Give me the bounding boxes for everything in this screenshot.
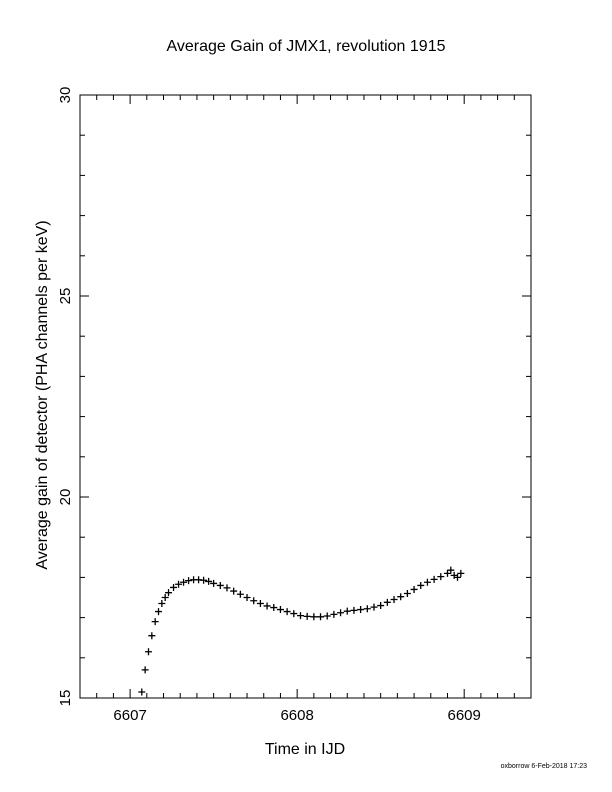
data-point [165,589,173,597]
data-point [283,608,291,616]
data-point [270,604,278,612]
data-point [437,573,445,581]
data-point [423,578,431,586]
data-point [377,602,385,610]
y-tick-label: 20 [57,489,74,506]
chart-title: Average Gain of JMX1, revolution 1915 [167,38,446,55]
data-point [256,600,264,608]
data-point [370,603,378,611]
data-point [161,594,169,601]
data-point [303,612,311,620]
data-point [250,597,258,605]
data-point [144,648,152,656]
data-point [185,577,193,585]
data-point [343,607,351,615]
data-point [403,589,411,597]
data-point [148,632,156,640]
data-point [158,600,166,608]
data-point [205,577,213,585]
data-point [410,585,418,593]
data-point [151,618,159,626]
data-point [200,576,208,584]
data-point [230,587,238,595]
data-point [243,594,251,601]
data-point [223,584,231,592]
x-tick-label: 6609 [447,707,480,724]
data-point [443,569,451,577]
data-point [323,612,331,620]
plot-axes [79,94,532,699]
data-point [430,575,438,583]
x-axis-label: Time in IJD [265,741,345,758]
data-point [383,598,391,606]
data-point [290,610,298,618]
data-point [180,578,188,586]
y-axis-label: Average gain of detector (PHA channels p… [34,220,51,569]
data-point [454,573,462,581]
data-points [138,566,465,696]
data-point [457,569,465,577]
data-point [236,590,244,598]
data-point [330,610,338,618]
data-point [276,606,284,614]
data-point [141,666,149,674]
data-point [397,593,405,601]
data-point [447,566,455,574]
data-point [263,602,271,610]
data-point [390,596,398,604]
data-point [216,581,224,589]
data-point [337,609,345,617]
x-tick-label: 6607 [113,707,146,724]
data-point [310,613,318,621]
data-point [417,581,425,589]
data-point [357,606,365,614]
y-tick-label: 25 [57,288,74,305]
data-point [350,606,358,614]
y-tick-label: 30 [57,87,74,104]
footer-stamp: oxborrow 6-Feb-2018 17:23 [501,763,587,770]
data-point [155,608,163,616]
x-tick-label: 6608 [280,707,313,724]
data-point [363,605,371,613]
data-point [210,579,218,587]
plot-frame [79,94,532,699]
data-point [317,613,325,621]
data-point [170,583,178,591]
data-point [296,612,304,620]
data-point [175,580,183,588]
data-point [138,688,146,696]
axis-ticks: 6607 6608 6609 15 20 25 30 [57,87,532,724]
y-tick-label: 15 [57,690,74,707]
